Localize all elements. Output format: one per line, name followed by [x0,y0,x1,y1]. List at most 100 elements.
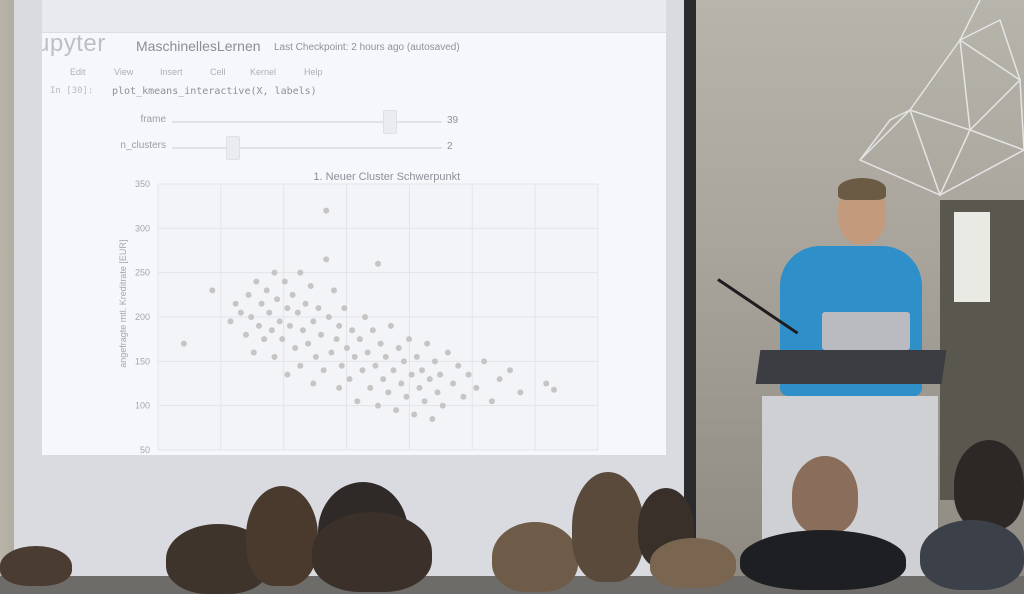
black-pillar [684,0,696,576]
data-point [328,349,335,356]
data-point [338,362,345,369]
data-point [408,371,415,378]
data-point [439,402,446,409]
data-point [551,386,557,393]
data-point [431,358,438,365]
data-point [299,327,306,334]
data-point [281,278,288,285]
jupyter-header: upyter MaschinellesLernen Last Checkpoin… [42,30,666,62]
data-point [331,287,337,294]
data-point [297,269,304,276]
data-point [393,407,400,414]
data-point [369,327,376,334]
data-point [450,380,457,387]
data-point [237,309,244,316]
checkpoint-status: Last Checkpoint: 2 hours ago (autosaved) [274,42,460,53]
data-point [444,349,451,356]
data-point [279,336,286,343]
data-point [227,318,234,325]
data-point [243,331,249,338]
data-point [263,287,270,294]
data-point [209,287,216,294]
data-point [318,331,325,338]
data-point [258,300,265,307]
data-point [395,345,402,352]
data-point [411,411,418,418]
data-point [343,345,350,352]
data-point [232,300,239,307]
data-point [406,336,413,343]
data-point [341,305,348,312]
data-point [481,358,488,365]
frame-slider-value: 39 [447,115,459,126]
menu-kernel: Kernel [250,67,277,77]
data-point [403,393,410,400]
data-point [253,278,260,285]
data-point [349,327,356,334]
menu-help: Help [304,67,323,77]
data-point [302,300,309,307]
data-point [180,340,187,347]
menu-bar: Edit View Insert Cell Kernel Help [42,64,666,82]
data-point [434,389,441,396]
projection-screen: upyter MaschinellesLernen Last Checkpoin… [14,0,686,576]
y-axis-label: angefragte mtl. Kreditrate [EUR] [118,240,128,368]
scatter-chart: 350 300 250 200 150 100 50 1. Neuer Cluster Sch… [118,171,599,454]
frame-slider-label: frame [140,114,166,125]
data-point [382,353,389,360]
data-point [424,340,431,347]
data-point [248,314,255,320]
frame-slider-track [172,121,442,123]
y-tick-label: 50 [140,445,150,454]
data-point [325,314,332,320]
data-point [507,367,513,374]
y-tick-label: 100 [135,401,150,411]
data-point [294,309,301,316]
data-point [284,305,291,312]
data-point [336,384,343,391]
data-point [250,349,257,356]
n-clusters-slider-label: n_clusters [120,140,166,151]
audience-head [650,538,736,588]
audience-shoulders [740,530,906,590]
data-point [276,318,283,325]
audience-head [246,486,318,586]
jupyter-logo: upyter [42,30,106,57]
n-clusters-slider-track [172,147,442,149]
data-point [488,398,495,405]
data-point [387,322,394,329]
data-point [362,314,369,320]
browser-bar [42,0,666,33]
y-tick-label: 250 [135,268,150,278]
data-point [359,367,366,374]
cell-prompt: In [30]: [50,86,94,96]
y-tick-label: 300 [135,223,150,233]
audience-head [492,522,578,592]
data-point [517,389,524,396]
audience-shoulders [920,520,1024,590]
data-point [416,384,423,391]
data-point [261,336,268,343]
data-point [390,367,397,374]
data-point [460,393,467,400]
data-point [268,327,275,334]
data-point [284,371,291,378]
data-point [426,376,433,383]
data-point [289,291,296,298]
data-point [310,318,317,325]
data-point [323,256,330,263]
data-point [385,389,392,396]
audience-head [0,546,72,586]
data-point [543,380,550,387]
data-point [266,309,273,316]
data-point [473,384,480,391]
laptop [822,312,910,350]
audience-head [954,440,1024,530]
menu-edit: Edit [70,67,86,77]
data-point [351,353,358,360]
data-point [465,371,472,378]
audience-head [572,472,644,582]
data-point [312,353,319,360]
data-point [419,367,425,374]
data-point [346,376,353,383]
